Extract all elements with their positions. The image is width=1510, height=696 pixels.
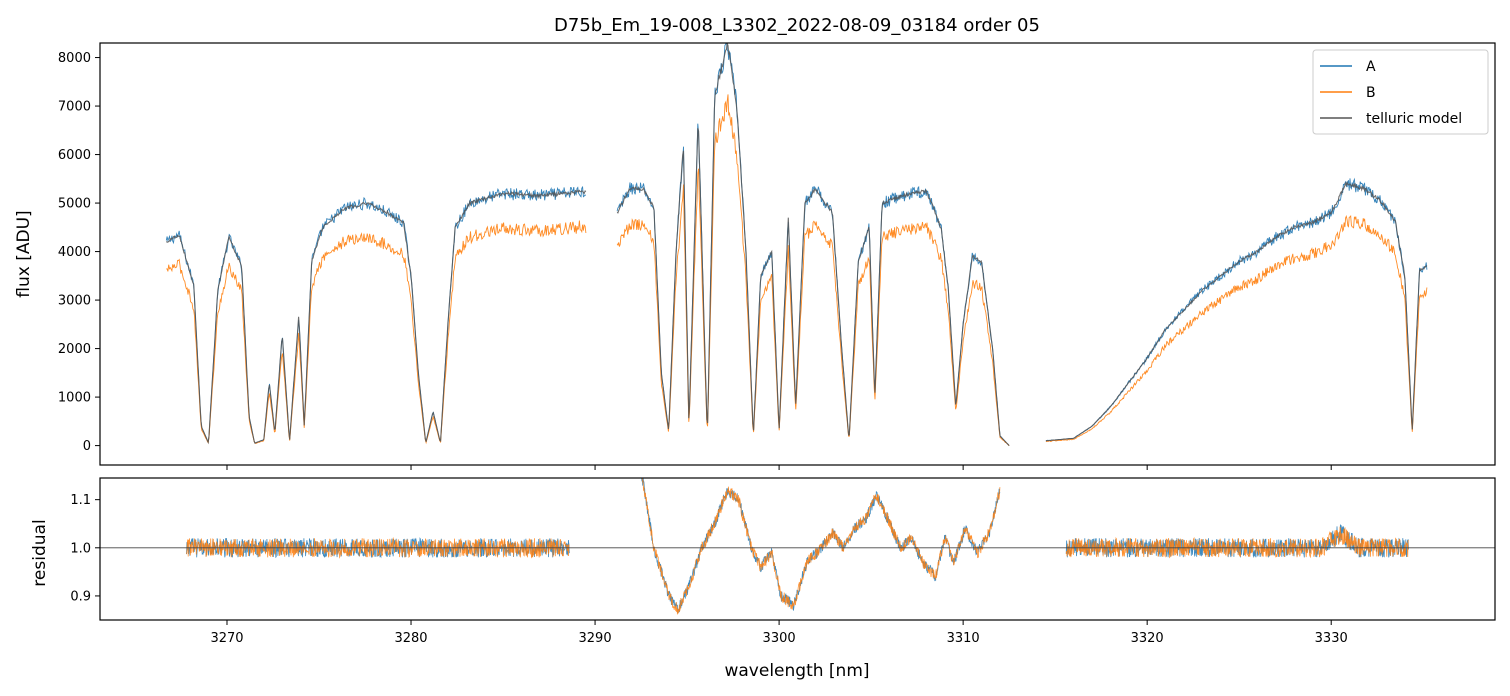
flux-x-axis: [226, 465, 1332, 470]
flux-plot-frame: [99, 42, 1496, 466]
chart-title: D75b_Em_19-008_L3302_2022-08-09_03184 or…: [554, 15, 1040, 36]
flux-y-axis: 0 1000 2000 3000 4000 5000 6000 7000 8000: [58, 51, 100, 454]
residual-x-tick-label: 3290: [579, 631, 612, 646]
residual-x-tick-label: 3300: [763, 631, 796, 646]
legend-box: [1312, 49, 1489, 135]
legend-label-B: B: [1366, 85, 1376, 101]
flux-panel: 0 1000 2000 3000 4000 5000 6000 7000 8000 flux […: [14, 42, 1496, 470]
residual-y-axis-label: residual: [30, 519, 50, 586]
legend-label-telluric-model: telluric model: [1366, 111, 1462, 127]
flux-y-axis-label: flux [ADU]: [14, 210, 34, 297]
flux-line-a: [616, 43, 1010, 447]
flux-line-b: [616, 94, 1010, 447]
flux-line-telluric-model: [616, 43, 1010, 446]
flux-line-a: [165, 185, 587, 444]
residual-panel: 0.9 1.0 1.1 3270 3280 3290 3300 3310 3320 3330 r…: [30, 477, 1496, 681]
residual-series-group: [100, 478, 1495, 615]
flux-y-tick-label: 2000: [58, 342, 91, 357]
flux-y-tick-label: 0: [83, 439, 91, 454]
legend-label-A: A: [1366, 59, 1376, 75]
residual-x-tick-label: 3270: [210, 631, 243, 646]
residual-x-tick-label: 3280: [394, 631, 427, 646]
residual-line-a: [186, 537, 570, 559]
residual-line-b: [641, 478, 1001, 615]
residual-y-axis: 0.9 1.0 1.1: [70, 493, 100, 604]
x-axis-label: wavelength [nm]: [724, 661, 869, 681]
legend: A B telluric model: [1312, 49, 1489, 135]
flux-line-telluric-model: [165, 189, 587, 445]
flux-line-a: [1045, 177, 1428, 442]
residual-x-tick-label: 3320: [1131, 631, 1164, 646]
flux-y-tick-label: 4000: [58, 245, 91, 260]
residual-y-tick-label: 0.9: [70, 589, 91, 604]
flux-line-telluric-model: [1045, 180, 1428, 442]
residual-line-a: [1065, 524, 1409, 559]
flux-y-tick-label: 8000: [58, 51, 91, 66]
flux-y-tick-label: 6000: [58, 148, 91, 163]
flux-series-group: [165, 43, 1428, 447]
flux-y-tick-label: 1000: [58, 391, 91, 406]
flux-y-tick-label: 7000: [58, 100, 91, 115]
flux-y-tick-label: 3000: [58, 294, 91, 309]
residual-y-tick-label: 1.0: [70, 541, 91, 556]
flux-line-b: [166, 220, 587, 445]
residual-y-tick-label: 1.1: [70, 493, 91, 508]
flux-y-tick-label: 5000: [58, 197, 91, 212]
residual-x-axis: 3270 3280 3290 3300 3310 3320 3330: [210, 620, 1348, 646]
residual-x-tick-label: 3330: [1315, 631, 1348, 646]
residual-plot-frame: [99, 477, 1496, 621]
residual-x-tick-label: 3310: [947, 631, 980, 646]
residual-line-b: [186, 536, 570, 559]
flux-line-b: [1045, 214, 1428, 443]
